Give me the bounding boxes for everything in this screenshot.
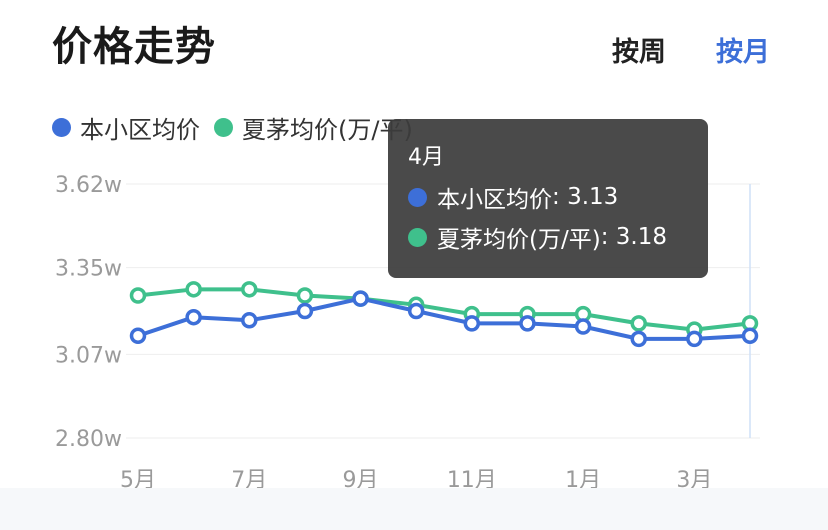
- by-month-toggle[interactable]: 按月: [716, 37, 770, 68]
- y-tick-label: 3.07w: [55, 343, 122, 368]
- x-tick-label: 9月: [343, 468, 379, 488]
- y-tick-label: 2.80w: [55, 427, 122, 452]
- data-point: [296, 302, 314, 320]
- tooltip-row-area: 夏茅均价(万/平) : 3.18: [408, 217, 708, 257]
- legend-dot-area: [214, 117, 233, 137]
- tooltip-value-area: 3.18: [615, 224, 667, 250]
- data-point: [241, 312, 258, 329]
- y-tick-label: 3.62w: [55, 173, 122, 198]
- series-line: [137, 296, 751, 341]
- tooltip-value-community: 3.13: [567, 184, 619, 210]
- legend-item-community[interactable]: 本小区均价: [52, 110, 200, 145]
- legend-label-area: 夏茅均价(万/平): [242, 115, 413, 144]
- data-point: [185, 308, 202, 326]
- x-tick-label: 7月: [231, 468, 267, 488]
- data-point: [241, 281, 258, 298]
- tooltip-dot-community: [408, 187, 427, 207]
- x-tick-label: 11月: [447, 468, 497, 488]
- legend-label-community: 本小区均价: [80, 115, 200, 144]
- y-tick-label: 3.35w: [55, 257, 122, 282]
- data-point: [741, 327, 759, 345]
- chart-tooltip: 4月 本小区均价 : 3.13 夏茅均价(万/平) : 3.18: [388, 119, 708, 278]
- x-tick-label: 3月: [676, 468, 712, 488]
- tooltip-label-area: 夏茅均价(万/平): [437, 227, 601, 253]
- legend-item-area[interactable]: 夏茅均价(万/平): [214, 110, 413, 145]
- data-point: [519, 315, 536, 332]
- data-point: [630, 315, 647, 332]
- by-week-toggle[interactable]: 按周: [612, 37, 666, 68]
- tooltip-row-community: 本小区均价 : 3.13: [408, 177, 708, 217]
- footer-bar: [0, 488, 828, 530]
- series-line: [137, 287, 751, 332]
- data-point: [129, 287, 147, 304]
- tooltip-dot-area: [408, 227, 427, 247]
- price-trend-chart[interactable]: 2.80w 3.07w 3.35w 3.62w 5月 7月 9月 11月 1月 3月: [0, 0, 828, 488]
- tooltip-sep: :: [600, 224, 616, 250]
- x-tick-label: 1月: [565, 468, 601, 488]
- tooltip-sep: :: [552, 184, 568, 210]
- tooltip-title: 4月: [408, 145, 444, 170]
- data-point: [574, 318, 592, 335]
- legend-dot-community: [52, 117, 71, 137]
- data-point: [352, 290, 369, 307]
- data-point: [686, 330, 703, 348]
- tooltip-label-community: 本小区均价: [437, 187, 552, 213]
- data-point: [407, 302, 425, 320]
- page-title: 价格走势: [52, 24, 216, 70]
- chart-legend: 本小区均价 夏茅均价(万/平): [52, 110, 427, 144]
- data-point: [296, 287, 314, 304]
- x-tick-label: 5月: [120, 468, 156, 488]
- data-point: [129, 327, 147, 345]
- data-point: [463, 315, 481, 332]
- data-point: [185, 281, 202, 298]
- data-point: [630, 330, 647, 348]
